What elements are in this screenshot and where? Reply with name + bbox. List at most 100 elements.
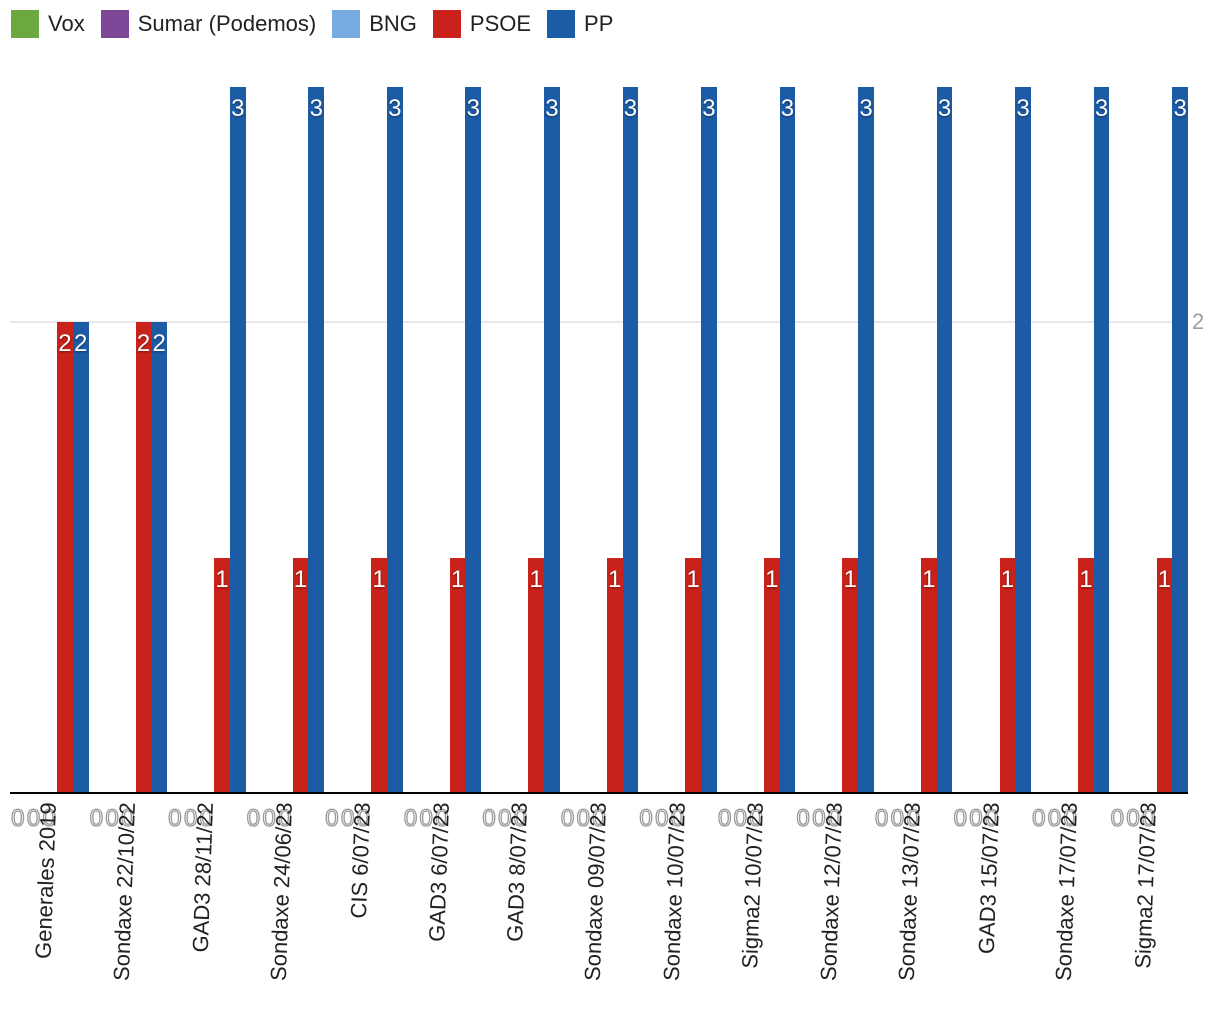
bar-psoe-6[interactable] [528, 557, 545, 792]
legend-label: Sumar (Podemos) [137, 11, 317, 36]
x-axis-label-1: Sondaxe 22/10/22 [108, 801, 140, 982]
zero-value-label-sumar-podemos-3: 0 [262, 804, 277, 832]
chart-legend: Vox Sumar (Podemos) BNG PSOE PP [11, 10, 629, 38]
legend-label: BNG [369, 11, 417, 36]
bar-value-label-pp-8: 3 [702, 94, 716, 122]
zero-value-label-sumar-podemos-14: 0 [1126, 804, 1141, 832]
x-axis-line [10, 792, 1188, 794]
bar-value-label-psoe-4: 1 [372, 565, 386, 593]
bar-value-label-pp-10: 3 [859, 94, 873, 122]
bar-value-label-pp-1: 2 [152, 330, 166, 357]
zero-value-label-vox-4: 0 [325, 804, 340, 832]
bar-value-label-psoe-7: 1 [608, 565, 622, 593]
zero-value-label-bng-4: 0 [356, 804, 371, 832]
bar-value-label-psoe-0: 2 [58, 330, 72, 357]
zero-value-label-sumar-podemos-1: 0 [105, 804, 120, 832]
legend-swatch-sumar-podemos [100, 10, 129, 38]
zero-value-label-sumar-podemos-11: 0 [890, 804, 905, 832]
x-axis-label-8: Sondaxe 10/07/23 [658, 801, 690, 982]
bar-pp-8[interactable] [701, 86, 717, 792]
bar-pp-3[interactable] [308, 86, 325, 792]
bar-pp-13[interactable] [1093, 86, 1110, 792]
legend-swatch-bng [332, 10, 361, 38]
bar-psoe-5[interactable] [449, 557, 466, 792]
zero-value-label-bng-11: 0 [906, 804, 921, 832]
bar-psoe-14[interactable] [1156, 557, 1173, 792]
zero-value-label-vox-14: 0 [1110, 804, 1125, 832]
bar-pp-12[interactable] [1015, 86, 1031, 792]
legend-item-bng[interactable]: BNG [332, 10, 417, 38]
bar-value-label-pp-0: 2 [73, 330, 88, 357]
bar-value-label-psoe-12: 1 [1000, 565, 1015, 593]
bar-value-label-pp-13: 3 [1094, 94, 1109, 122]
bar-pp-1[interactable] [151, 322, 168, 792]
x-axis-label-2: GAD3 28/11/22 [188, 801, 219, 953]
zero-value-label-vox-1: 0 [89, 804, 104, 832]
legend-label: PP [584, 11, 614, 36]
bar-value-label-pp-6: 3 [545, 94, 559, 122]
zero-value-label-sumar-podemos-0: 0 [26, 804, 41, 832]
bar-pp-6[interactable] [544, 86, 560, 792]
legend-item-sumar-podemos[interactable]: Sumar (Podemos) [100, 10, 317, 38]
bar-psoe-9[interactable] [763, 557, 780, 792]
bar-psoe-7[interactable] [606, 557, 623, 792]
bar-psoe-12[interactable] [999, 557, 1016, 792]
zero-value-label-vox-0: 0 [11, 804, 26, 832]
legend-label: PSOE [469, 11, 532, 36]
zero-value-label-bng-9: 0 [749, 804, 764, 832]
bar-psoe-0[interactable] [57, 322, 73, 792]
bar-value-label-psoe-8: 1 [686, 565, 700, 593]
bar-psoe-4[interactable] [371, 557, 387, 792]
zero-value-label-sumar-podemos-7: 0 [576, 804, 591, 832]
bar-pp-2[interactable] [229, 86, 246, 792]
bar-psoe-2[interactable] [214, 557, 230, 792]
bar-value-label-pp-11: 3 [937, 94, 952, 122]
zero-value-label-sumar-podemos-5: 0 [419, 804, 434, 832]
zero-value-label-sumar-podemos-12: 0 [969, 804, 984, 832]
bar-value-label-psoe-14: 1 [1157, 565, 1172, 593]
x-axis-label-3: Sondaxe 24/06/23 [265, 801, 297, 982]
x-axis-label-7: Sondaxe 09/07/23 [579, 801, 611, 982]
bar-psoe-1[interactable] [135, 322, 152, 792]
zero-value-label-vox-3: 0 [246, 804, 261, 832]
bar-value-label-psoe-6: 1 [529, 565, 543, 593]
zero-value-label-vox-5: 0 [403, 804, 418, 832]
x-axis-label-6: GAD3 8/07/23 [502, 801, 533, 943]
zero-value-label-bng-5: 0 [435, 804, 450, 832]
bar-psoe-8[interactable] [685, 557, 702, 792]
zero-value-label-vox-9: 0 [717, 804, 732, 832]
zero-value-label-sumar-podemos-4: 0 [340, 804, 355, 832]
bar-value-label-pp-12: 3 [1016, 94, 1030, 122]
bar-pp-4[interactable] [386, 86, 403, 792]
bar-pp-14[interactable] [1172, 86, 1188, 792]
bar-value-label-pp-2: 3 [231, 94, 245, 122]
zero-value-label-bng-13: 0 [1063, 804, 1078, 832]
zero-value-label-bng-6: 0 [513, 804, 528, 832]
zero-value-label-vox-12: 0 [953, 804, 968, 832]
legend-label: Vox [48, 11, 85, 36]
bar-psoe-11[interactable] [920, 557, 937, 792]
bar-pp-7[interactable] [622, 86, 639, 792]
zero-value-label-bng-8: 0 [670, 804, 685, 832]
bar-pp-9[interactable] [779, 86, 796, 792]
bar-psoe-3[interactable] [292, 557, 309, 792]
zero-value-label-vox-13: 0 [1031, 804, 1046, 832]
zero-value-label-vox-8: 0 [639, 804, 654, 832]
bar-pp-11[interactable] [936, 86, 953, 792]
x-axis-label-0: Generales 2019 [30, 801, 62, 960]
x-axis-label-12: GAD3 15/07/23 [973, 801, 1004, 955]
bar-value-label-psoe-10: 1 [843, 565, 857, 593]
bar-psoe-13[interactable] [1078, 557, 1094, 792]
legend-item-pp[interactable]: PP [547, 10, 613, 38]
zero-value-label-bng-2: 0 [199, 804, 214, 832]
bar-pp-10[interactable] [858, 86, 874, 792]
zero-value-label-vox-10: 0 [796, 804, 811, 832]
bar-pp-5[interactable] [465, 86, 482, 792]
zero-value-label-sumar-podemos-13: 0 [1047, 804, 1062, 832]
bar-pp-0[interactable] [72, 322, 89, 792]
legend-item-vox[interactable]: Vox [11, 10, 85, 38]
legend-item-psoe[interactable]: PSOE [432, 10, 532, 38]
bar-psoe-10[interactable] [842, 557, 859, 792]
bar-value-label-pp-14: 3 [1173, 94, 1187, 122]
zero-value-label-bng-12: 0 [984, 804, 999, 832]
